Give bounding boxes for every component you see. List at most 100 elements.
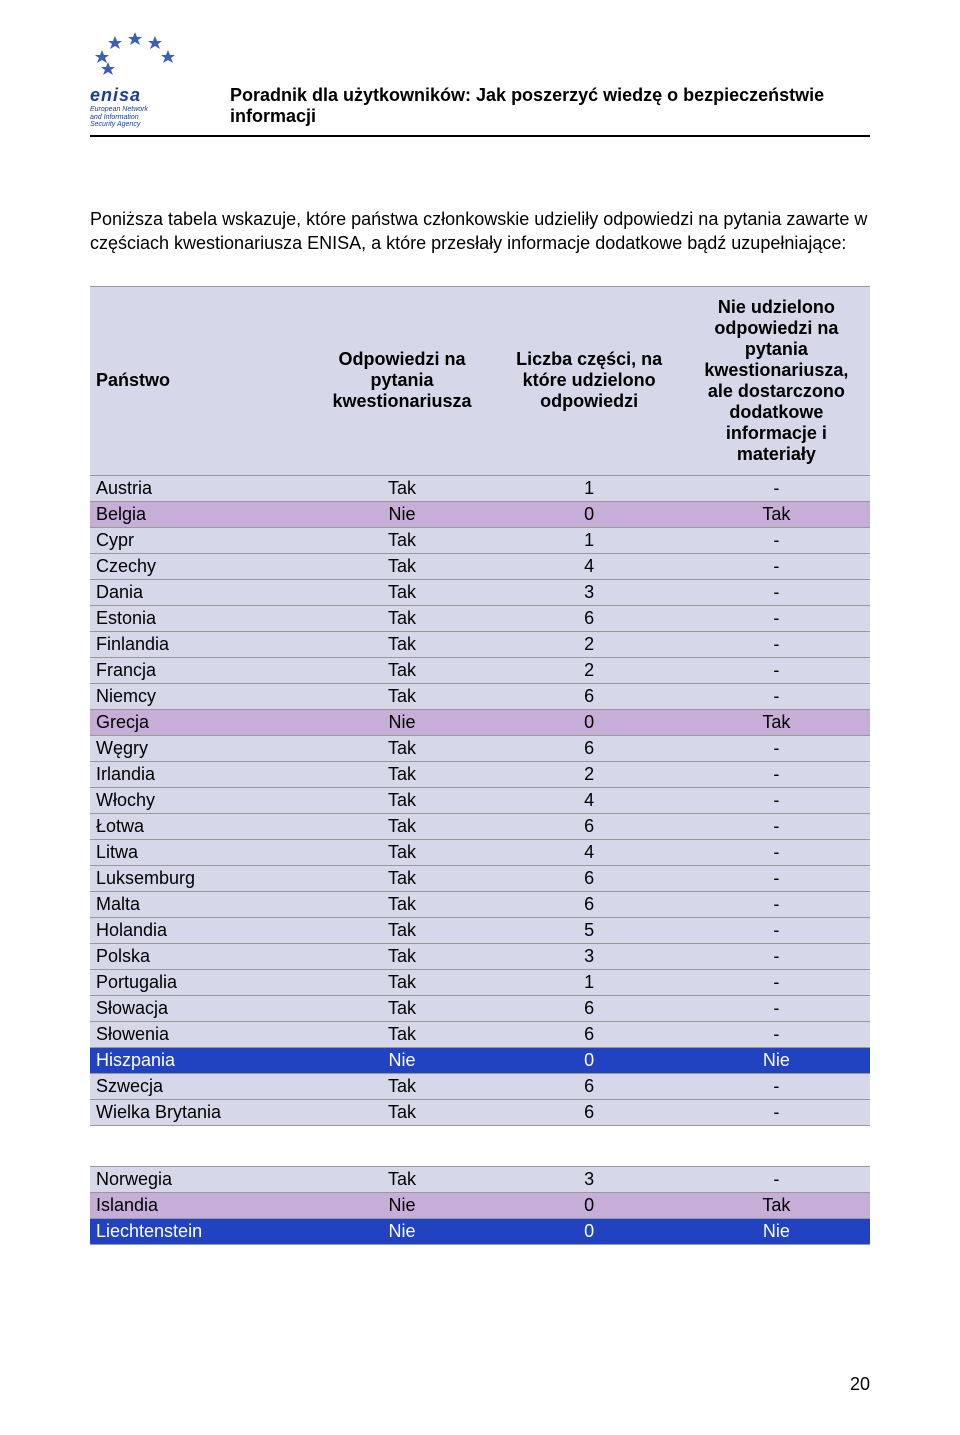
table-cell: Łotwa: [90, 813, 308, 839]
stars-icon: [90, 30, 190, 80]
table-row: FinlandiaTak2-: [90, 631, 870, 657]
table-cell: 6: [496, 1099, 683, 1125]
table-cell: 6: [496, 865, 683, 891]
table-cell: Tak: [308, 657, 495, 683]
table-cell: -: [683, 943, 870, 969]
table-cell: Tak: [308, 917, 495, 943]
table-cell: -: [683, 579, 870, 605]
table-cell: Hiszpania: [90, 1047, 308, 1073]
table-cell: 1: [496, 475, 683, 501]
table-cell: Nie: [683, 1047, 870, 1073]
table-cell: Węgry: [90, 735, 308, 761]
table-cell: Tak: [308, 631, 495, 657]
table-cell: -: [683, 995, 870, 1021]
table-cell: 6: [496, 813, 683, 839]
table-cell: Tak: [308, 1021, 495, 1047]
table-cell: Tak: [308, 579, 495, 605]
table-row: FrancjaTak2-: [90, 657, 870, 683]
table-header: PaństwoOdpowiedzi na pytania kwestionari…: [90, 286, 870, 475]
table-cell: 6: [496, 995, 683, 1021]
table-cell: Tak: [308, 813, 495, 839]
table-cell: 2: [496, 631, 683, 657]
table-cell: Norwegia: [90, 1166, 308, 1192]
table-cell: Irlandia: [90, 761, 308, 787]
table-row: SzwecjaTak6-: [90, 1073, 870, 1099]
table-row: LitwaTak4-: [90, 839, 870, 865]
table-row: GrecjaNie0Tak: [90, 709, 870, 735]
table-cell: 1: [496, 969, 683, 995]
table-cell: -: [683, 475, 870, 501]
table-row: MaltaTak6-: [90, 891, 870, 917]
table-row: LuksemburgTak6-: [90, 865, 870, 891]
table-cell: -: [683, 527, 870, 553]
table-cell: Dania: [90, 579, 308, 605]
table-cell: Nie: [308, 1192, 495, 1218]
table-cell: Tak: [308, 943, 495, 969]
table-row: PolskaTak3-: [90, 943, 870, 969]
table-cell: 2: [496, 657, 683, 683]
table-cell: Nie: [308, 501, 495, 527]
page-title: Poradnik dla użytkowników: Jak poszerzyć…: [210, 85, 870, 133]
logo-sub2: and Information: [90, 114, 210, 122]
table-cell: -: [683, 683, 870, 709]
table-row: Wielka BrytaniaTak6-: [90, 1099, 870, 1125]
page-header: enisa European Network and Information S…: [90, 30, 870, 137]
table-cell: -: [683, 969, 870, 995]
table-cell: 3: [496, 943, 683, 969]
table-cell: Portugalia: [90, 969, 308, 995]
table-cell: -: [683, 813, 870, 839]
table-cell: Finlandia: [90, 631, 308, 657]
column-header: Nie udzielono odpowiedzi na pytania kwes…: [683, 286, 870, 475]
table-cell: Islandia: [90, 1192, 308, 1218]
table-cell: 0: [496, 709, 683, 735]
table-cell: Tak: [308, 995, 495, 1021]
table-cell: -: [683, 605, 870, 631]
table-cell: 1: [496, 527, 683, 553]
table-cell: 6: [496, 1073, 683, 1099]
table-cell: Holandia: [90, 917, 308, 943]
table-row: NiemcyTak6-: [90, 683, 870, 709]
logo-sub1: European Network: [90, 106, 210, 114]
table-cell: 4: [496, 839, 683, 865]
table-cell: -: [683, 1166, 870, 1192]
table-cell: Nie: [683, 1218, 870, 1244]
table-cell: 4: [496, 787, 683, 813]
table-row: CzechyTak4-: [90, 553, 870, 579]
table-cell: -: [683, 839, 870, 865]
table-row: LiechtensteinNie0Nie: [90, 1218, 870, 1244]
table-cell: Tak: [308, 605, 495, 631]
table-cell: 6: [496, 605, 683, 631]
table-row: IslandiaNie0Tak: [90, 1192, 870, 1218]
table-cell: Tak: [308, 969, 495, 995]
table-cell: Liechtenstein: [90, 1218, 308, 1244]
countries-table-1: PaństwoOdpowiedzi na pytania kwestionari…: [90, 286, 870, 1126]
table-cell: 3: [496, 579, 683, 605]
table-cell: 6: [496, 891, 683, 917]
table-cell: 6: [496, 683, 683, 709]
table-cell: 0: [496, 1192, 683, 1218]
table-cell: Tak: [308, 1073, 495, 1099]
table-cell: -: [683, 761, 870, 787]
table-cell: Austria: [90, 475, 308, 501]
page-number: 20: [850, 1374, 870, 1395]
table-row: ŁotwaTak6-: [90, 813, 870, 839]
table-row: HiszpaniaNie0Nie: [90, 1047, 870, 1073]
table-cell: Tak: [308, 683, 495, 709]
table-cell: Tak: [308, 553, 495, 579]
table-cell: Tak: [308, 865, 495, 891]
table-row: IrlandiaTak2-: [90, 761, 870, 787]
table-cell: Tak: [308, 527, 495, 553]
table-row: HolandiaTak5-: [90, 917, 870, 943]
table-cell: Tak: [308, 761, 495, 787]
table-row: PortugaliaTak1-: [90, 969, 870, 995]
column-header: Odpowiedzi na pytania kwestionariusza: [308, 286, 495, 475]
table-cell: 0: [496, 1047, 683, 1073]
table-cell: -: [683, 917, 870, 943]
table-cell: 5: [496, 917, 683, 943]
table-cell: Nie: [308, 1218, 495, 1244]
table-cell: 6: [496, 735, 683, 761]
enisa-logo: enisa European Network and Information S…: [90, 30, 210, 133]
table-cell: Polska: [90, 943, 308, 969]
table-row: BelgiaNie0Tak: [90, 501, 870, 527]
table-row: WęgryTak6-: [90, 735, 870, 761]
